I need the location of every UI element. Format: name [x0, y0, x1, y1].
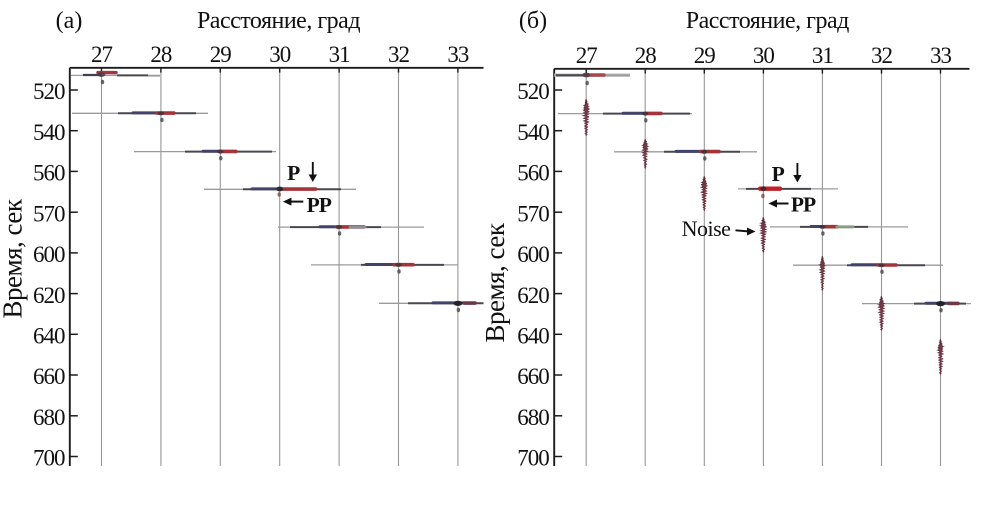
svg-text:Noise: Noise — [682, 216, 731, 241]
svg-text:30: 30 — [753, 43, 775, 68]
svg-text:Расстояние, град: Расстояние, град — [197, 8, 360, 34]
svg-text:PP: PP — [307, 193, 332, 217]
svg-text:28: 28 — [635, 43, 657, 68]
svg-text:33: 33 — [930, 43, 952, 68]
svg-text:32: 32 — [388, 42, 410, 67]
svg-text:Время, сек: Время, сек — [0, 198, 28, 318]
svg-text:31: 31 — [812, 43, 834, 68]
svg-text:700: 700 — [33, 446, 65, 471]
svg-text:640: 640 — [33, 324, 65, 349]
svg-text:600: 600 — [33, 242, 65, 267]
svg-text:620: 620 — [33, 283, 65, 308]
svg-text:(a): (a) — [56, 8, 83, 34]
svg-text:660: 660 — [517, 364, 549, 389]
svg-text:620: 620 — [517, 283, 549, 308]
svg-text:540: 540 — [33, 120, 65, 145]
svg-text:30: 30 — [269, 42, 291, 67]
svg-text:PP: PP — [791, 193, 816, 217]
svg-text:27: 27 — [91, 42, 113, 67]
svg-text:680: 680 — [517, 405, 549, 430]
svg-text:640: 640 — [517, 324, 549, 349]
svg-text:560: 560 — [33, 161, 65, 186]
svg-text:27: 27 — [576, 43, 598, 68]
svg-text:660: 660 — [33, 364, 65, 389]
svg-text:32: 32 — [871, 43, 893, 68]
svg-text:570: 570 — [517, 201, 549, 226]
svg-text:29: 29 — [210, 42, 232, 67]
svg-text:29: 29 — [694, 43, 716, 68]
svg-text:520: 520 — [517, 79, 549, 104]
svg-text:28: 28 — [150, 42, 172, 67]
svg-text:P: P — [772, 162, 785, 186]
svg-text:600: 600 — [517, 242, 549, 267]
svg-text:31: 31 — [329, 42, 351, 67]
svg-text:Время, сек: Время, сек — [480, 222, 510, 342]
svg-text:33: 33 — [447, 42, 469, 67]
svg-text:570: 570 — [33, 201, 65, 226]
svg-text:(б): (б) — [519, 8, 547, 34]
svg-text:540: 540 — [517, 120, 549, 145]
svg-text:680: 680 — [33, 405, 65, 430]
svg-text:520: 520 — [33, 79, 65, 104]
svg-text:700: 700 — [517, 446, 549, 471]
svg-text:P: P — [287, 161, 300, 185]
svg-text:560: 560 — [517, 161, 549, 186]
svg-text:Расстояние, град: Расстояние, град — [686, 8, 849, 34]
